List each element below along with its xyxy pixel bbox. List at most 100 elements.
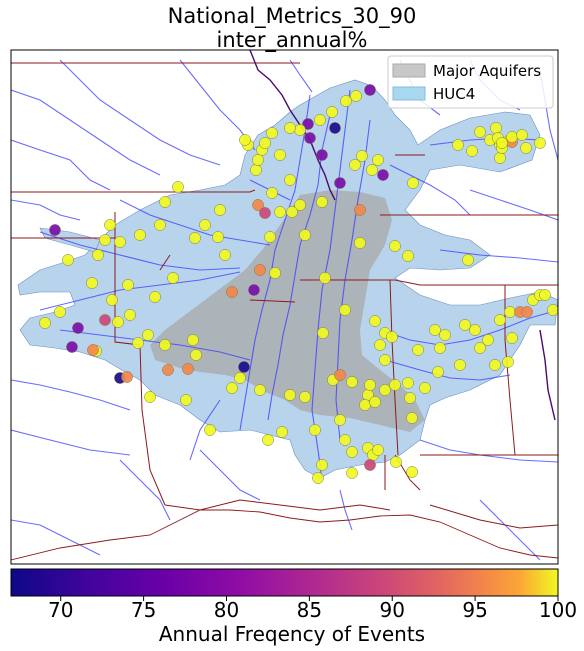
- station-point: [359, 399, 371, 411]
- station-point: [506, 332, 518, 344]
- station-point: [172, 181, 184, 193]
- legend-swatch-aquifers: [392, 63, 426, 78]
- colorbar-tickmarks: [60, 596, 559, 601]
- station-point: [319, 272, 331, 284]
- station-point: [304, 132, 316, 144]
- colorbar-tick-label: 90: [379, 598, 405, 622]
- station-point: [452, 139, 464, 151]
- station-point: [159, 196, 171, 208]
- station-point: [386, 331, 398, 343]
- station-point: [312, 472, 324, 484]
- station-point: [199, 219, 211, 231]
- station-point: [459, 319, 471, 331]
- station-point: [356, 150, 368, 162]
- station-point: [364, 379, 376, 391]
- station-point: [474, 342, 486, 354]
- station-point: [106, 294, 118, 306]
- station-point: [252, 199, 264, 211]
- station-point: [369, 396, 381, 408]
- station-point: [429, 324, 441, 336]
- station-point: [389, 240, 401, 252]
- legend: Major Aquifers HUC4: [387, 55, 554, 109]
- station-point: [454, 359, 466, 371]
- station-point: [204, 424, 216, 436]
- station-point: [144, 391, 156, 403]
- station-point: [346, 446, 358, 458]
- station-point: [366, 164, 378, 176]
- station-point: [379, 354, 391, 366]
- legend-label-huc4: HUC4: [433, 85, 475, 103]
- station-point: [187, 334, 199, 346]
- station-point: [189, 232, 201, 244]
- station-point: [92, 249, 104, 261]
- station-point: [276, 426, 288, 438]
- station-point: [254, 384, 266, 396]
- station-point: [439, 329, 451, 341]
- station-point: [466, 145, 478, 157]
- station-point: [309, 424, 321, 436]
- station-point: [294, 199, 306, 211]
- station-point: [482, 334, 494, 346]
- station-point: [521, 306, 533, 318]
- station-point: [349, 159, 361, 171]
- station-point: [234, 372, 246, 384]
- station-point: [294, 124, 306, 136]
- station-point: [180, 394, 192, 406]
- station-point: [274, 149, 286, 161]
- station-point: [87, 344, 99, 356]
- station-point: [364, 84, 376, 96]
- station-point: [412, 344, 424, 356]
- station-point: [390, 456, 402, 468]
- station-point: [112, 316, 124, 328]
- station-point: [226, 382, 238, 394]
- colorbar-tick-label: 75: [130, 598, 157, 622]
- station-point: [262, 434, 274, 446]
- station-point: [334, 414, 346, 426]
- colorbar-tick-label: 95: [462, 598, 488, 622]
- station-point: [334, 369, 346, 381]
- station-point: [547, 304, 558, 316]
- station-point: [49, 224, 61, 236]
- station-point: [214, 204, 226, 216]
- station-point: [54, 306, 66, 318]
- station-point: [317, 327, 329, 339]
- station-point: [389, 379, 401, 391]
- station-point: [252, 154, 264, 166]
- station-point: [154, 219, 166, 231]
- station-point: [159, 339, 171, 351]
- station-point: [299, 229, 311, 241]
- station-point: [539, 289, 551, 301]
- station-point: [66, 341, 78, 353]
- station-point: [372, 154, 384, 166]
- map-subtitle: inter_annual%: [216, 28, 368, 52]
- station-point: [339, 304, 351, 316]
- colorbar-tick-labels: 70 75 80 85 90 95 100: [0, 598, 584, 622]
- station-point: [99, 234, 111, 246]
- station-point: [340, 95, 352, 107]
- station-point: [374, 339, 386, 351]
- station-point: [104, 219, 116, 231]
- colorbar-tick-label: 85: [296, 598, 323, 622]
- station-point: [316, 196, 328, 208]
- station-point: [534, 137, 546, 149]
- station-point: [379, 384, 391, 396]
- station-point: [248, 284, 260, 296]
- station-point: [316, 149, 328, 161]
- station-point: [354, 237, 366, 249]
- station-point: [350, 90, 362, 102]
- colorbar-tick-label: 70: [47, 598, 74, 622]
- map-frame: [10, 49, 559, 565]
- station-point: [404, 392, 416, 404]
- station-point: [212, 231, 224, 243]
- station-point: [407, 177, 419, 189]
- station-point: [266, 127, 278, 139]
- station-point: [99, 314, 111, 326]
- station-point: [269, 267, 281, 279]
- station-point: [284, 389, 296, 401]
- station-point: [406, 412, 418, 424]
- station-point: [506, 131, 518, 143]
- station-point: [122, 279, 134, 291]
- station-point: [226, 286, 238, 298]
- station-point: [377, 169, 389, 181]
